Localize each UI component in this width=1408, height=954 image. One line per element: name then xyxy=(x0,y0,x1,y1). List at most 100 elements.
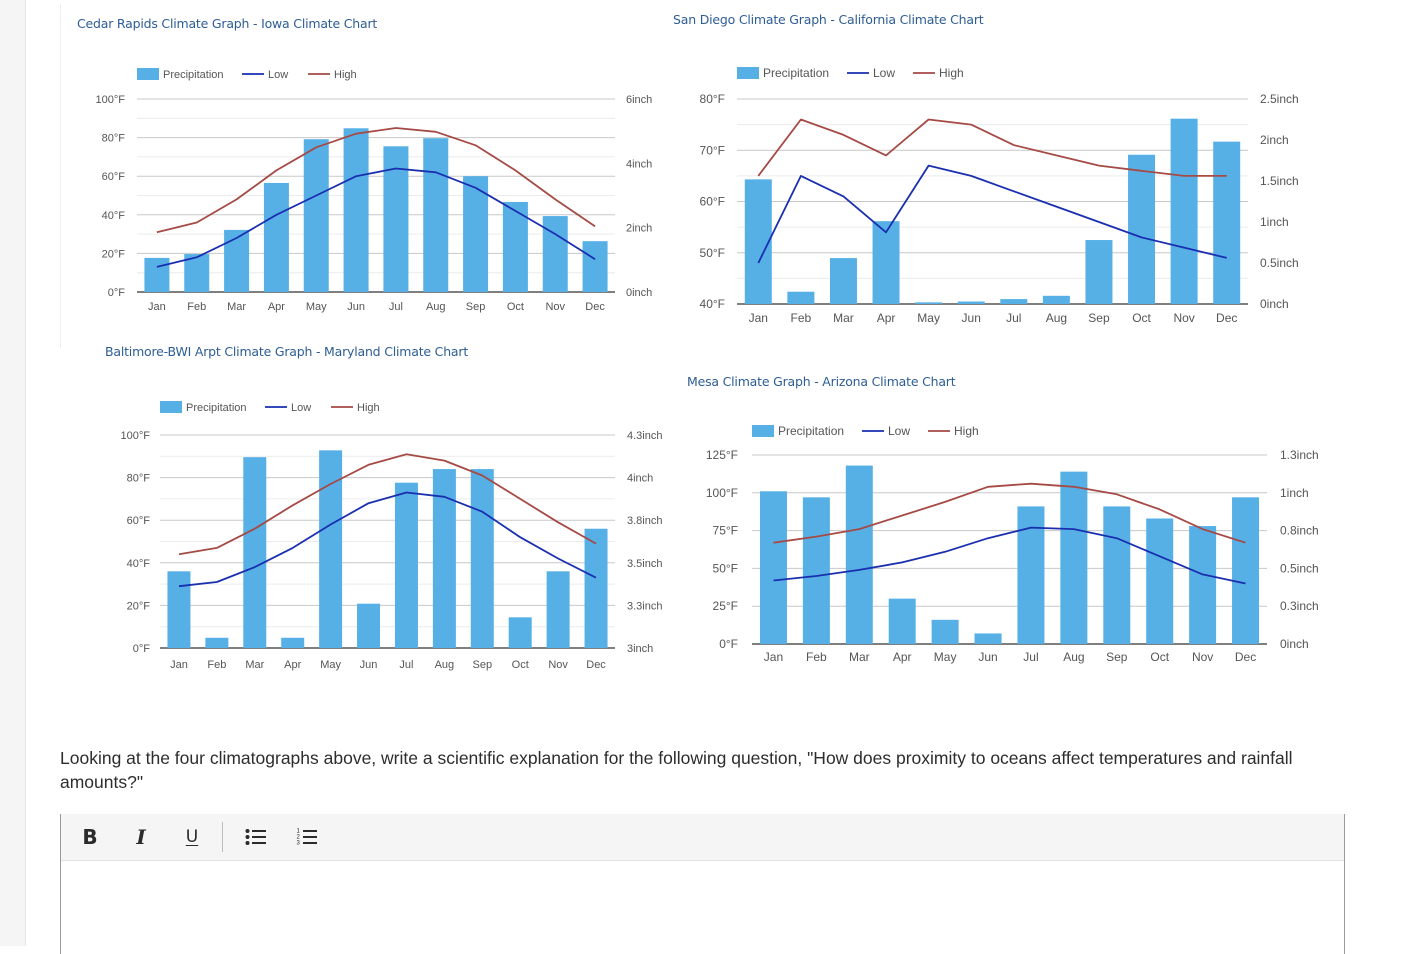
x-tick-label: Mar xyxy=(849,650,870,664)
precipitation-bar xyxy=(184,254,210,292)
precipitation-bar xyxy=(744,179,772,304)
precipitation-bar xyxy=(872,221,900,304)
editor-text-area[interactable] xyxy=(61,861,1344,953)
legend-precipitation-swatch xyxy=(160,401,182,413)
x-tick-label: Oct xyxy=(512,659,529,671)
x-tick-label: May xyxy=(320,659,341,671)
rich-text-editor[interactable]: B I U 1 2 3 xyxy=(60,814,1345,954)
high-temperature-line xyxy=(773,482,1246,544)
precipitation-bar xyxy=(281,637,305,648)
y-left-tick-label: 100°F xyxy=(96,94,126,106)
x-tick-label: Aug xyxy=(1046,311,1067,325)
x-tick-label: Sep xyxy=(1088,311,1110,325)
y-right-tick-label: 6inch xyxy=(626,94,652,106)
chart-title-mesa: Mesa Climate Graph - Arizona Climate Cha… xyxy=(687,374,956,389)
low-temperature-line xyxy=(178,491,597,588)
bold-icon: B xyxy=(82,825,98,849)
numbered-list-icon: 1 2 3 xyxy=(297,829,317,847)
precipitation-bar xyxy=(432,469,456,648)
y-right-tick-label: 3.3inch xyxy=(627,600,662,612)
x-tick-label: Sep xyxy=(1106,650,1128,664)
x-tick-label: Mar xyxy=(833,311,854,325)
precipitation-bar xyxy=(759,491,787,644)
precipitation-bar xyxy=(802,497,830,644)
legend-label-high: High xyxy=(954,424,979,438)
toolbar-divider xyxy=(222,822,223,852)
x-tick-label: Jul xyxy=(1023,650,1038,664)
precipitation-bar xyxy=(974,633,1002,644)
y-left-tick-label: 75°F xyxy=(713,524,738,538)
legend-label-low: Low xyxy=(873,66,895,80)
y-left-tick-label: 40°F xyxy=(127,558,151,570)
precipitation-bar xyxy=(957,301,985,304)
y-right-tick-label: 0.5inch xyxy=(1280,561,1319,575)
precipitation-bar xyxy=(357,603,381,648)
x-tick-label: Feb xyxy=(207,659,226,671)
x-tick-label: Jan xyxy=(148,301,166,313)
y-right-tick-label: 3inch xyxy=(627,643,653,655)
y-right-tick-label: 1.5inch xyxy=(1260,174,1299,188)
y-left-tick-label: 25°F xyxy=(713,599,738,613)
precipitation-bar xyxy=(1042,295,1070,304)
question-text: Looking at the four climatographs above,… xyxy=(60,748,1293,792)
legend-precipitation-swatch xyxy=(137,68,159,80)
y-right-tick-label: 1.3inch xyxy=(1280,448,1319,462)
precipitation-bar xyxy=(263,182,289,292)
y-right-tick-label: 1inch xyxy=(1260,215,1289,229)
legend-label-high: High xyxy=(357,402,380,414)
precipitation-bar xyxy=(1232,497,1260,644)
chart-title-cedar-rapids: Cedar Rapids Climate Graph - Iowa Climat… xyxy=(77,16,378,31)
x-tick-label: Jun xyxy=(360,659,378,671)
y-right-tick-label: 3.8inch xyxy=(627,515,662,527)
precipitation-bar xyxy=(167,571,191,648)
precipitation-bar xyxy=(1000,299,1028,304)
chart-mesa: 0°F 25°F 50°F 75°F 100°F 125°F 0inch 0.3inch 0.5… xyxy=(706,424,1319,664)
x-tick-label: Oct xyxy=(507,301,524,313)
x-tick-label: Jan xyxy=(764,650,783,664)
high-temperature-line xyxy=(757,118,1227,177)
precipitation-bar xyxy=(888,598,916,644)
underline-button[interactable]: U xyxy=(175,820,209,854)
precipitation-bar xyxy=(542,216,568,292)
y-right-tick-label: 1inch xyxy=(1280,486,1309,500)
precipitation-bar xyxy=(205,637,229,648)
editor-toolbar: B I U 1 2 3 xyxy=(61,814,1344,861)
y-right-tick-label: 4.3inch xyxy=(627,430,662,442)
legend-label-precipitation: Precipitation xyxy=(186,402,247,414)
precipitation-bar xyxy=(1060,471,1088,644)
x-tick-label: Oct xyxy=(1150,650,1169,664)
bold-button[interactable]: B xyxy=(73,820,107,854)
x-tick-label: May xyxy=(306,301,327,313)
x-tick-label: Sep xyxy=(473,659,493,671)
chart-title-san-diego: San Diego Climate Graph - California Cli… xyxy=(673,12,984,27)
x-tick-label: Jun xyxy=(978,650,997,664)
italic-button[interactable]: I xyxy=(124,820,158,854)
numbered-list-button[interactable]: 1 2 3 xyxy=(290,820,324,854)
x-tick-label: Oct xyxy=(1132,311,1151,325)
y-left-tick-label: 20°F xyxy=(127,600,151,612)
x-tick-label: Dec xyxy=(1216,311,1237,325)
y-left-tick-label: 60°F xyxy=(102,171,126,183)
y-left-tick-label: 0°F xyxy=(108,287,126,299)
precipitation-bar xyxy=(931,619,959,644)
x-tick-label: Feb xyxy=(791,311,812,325)
precipitation-bar xyxy=(343,128,369,292)
precipitation-bar xyxy=(1103,506,1131,644)
bullet-list-button[interactable] xyxy=(239,820,273,854)
precipitation-bar xyxy=(423,138,449,292)
x-tick-label: Jul xyxy=(399,659,413,671)
precipitation-bar xyxy=(845,465,873,644)
y-left-tick-label: 100°F xyxy=(706,486,738,500)
precipitation-bar xyxy=(394,482,418,648)
precipitation-bar xyxy=(787,291,815,304)
x-tick-label: Dec xyxy=(586,659,606,671)
y-left-tick-label: 125°F xyxy=(706,448,738,462)
low-temperature-line xyxy=(156,167,596,268)
y-left-tick-label: 60°F xyxy=(700,195,725,209)
y-left-tick-label: 100°F xyxy=(121,430,151,442)
left-rail xyxy=(0,0,26,946)
legend-precipitation-swatch xyxy=(737,67,759,79)
y-right-tick-label: 0inch xyxy=(626,287,652,299)
low-temperature-line xyxy=(757,164,1227,264)
legend-label-low: Low xyxy=(291,402,311,414)
